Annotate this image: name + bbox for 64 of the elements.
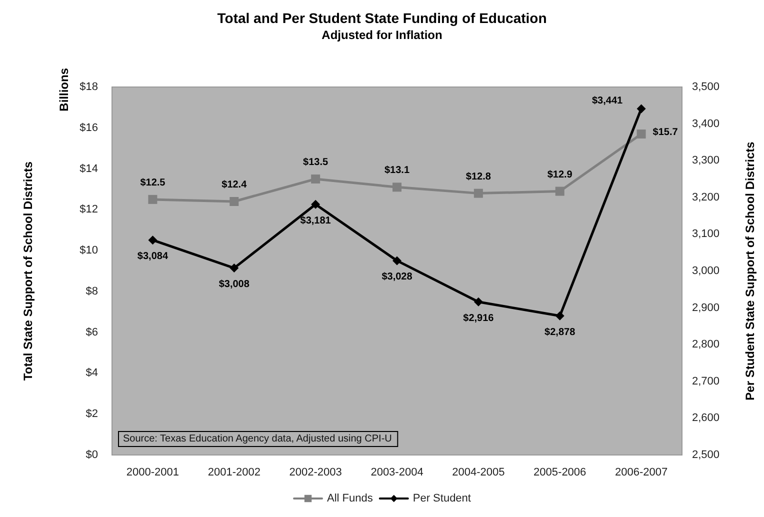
x-tick-label: 2004-2005 (452, 466, 505, 478)
point (230, 196, 239, 206)
y-tick-label: $0 (86, 449, 98, 461)
point (636, 104, 646, 114)
y2-tick-label: 3,300 (692, 154, 720, 167)
x-tick-label: 2005-2006 (534, 466, 586, 478)
point (148, 236, 158, 245)
y-tick-label: $10 (80, 244, 98, 257)
data-label: $13.1 (384, 165, 410, 176)
text: Billions (57, 68, 71, 112)
annotation: Source: Texas Education Agency data, Adjusted using CPI-U (123, 434, 392, 444)
point (311, 200, 320, 209)
data-label: $2,916 (463, 312, 494, 324)
data-label: $3,028 (382, 272, 413, 283)
legend-label: Per Student (412, 492, 471, 504)
data-label: $3,441 (592, 96, 624, 107)
x-tick-label: 2001-2002 (208, 466, 260, 478)
y2-tick-label: 3,500 (692, 81, 720, 93)
data-label: $13.5 (303, 157, 329, 168)
point (392, 256, 402, 266)
data-label: $12.4 (222, 179, 248, 190)
y2-tick-label: 3,400 (692, 118, 720, 130)
y-tick-label: $2 (86, 408, 98, 420)
y-tick-label: $14 (80, 162, 98, 175)
point (474, 188, 483, 198)
chart-subtitle: Adjusted for Inflation (322, 28, 442, 42)
y-axis-title: Total State Support of School Districts (21, 161, 35, 381)
data-label: $2,878 (544, 326, 576, 338)
point (636, 130, 646, 139)
data-label: $3,008 (218, 279, 250, 290)
data-label: $3,181 (300, 215, 332, 226)
x-tick-label: 2003-2004 (370, 466, 424, 478)
y2-tick-label: 2,500 (692, 449, 720, 461)
y2-tick-label: 3,200 (692, 191, 720, 204)
y2-tick-label: 2,700 (692, 375, 720, 388)
data-label: $12.8 (466, 171, 492, 182)
point (555, 311, 564, 320)
data-label: $12.9 (547, 169, 573, 180)
point (392, 182, 402, 192)
point (148, 194, 158, 204)
y2-axis-title: Per Student State Support of School Districts (743, 141, 757, 400)
y2-tick-label: 2,600 (692, 412, 720, 424)
y-tick-label: $6 (86, 326, 98, 338)
point (311, 174, 320, 184)
y-tick-label: $18 (80, 81, 98, 93)
x-tick-label: 2006-2007 (614, 466, 668, 478)
data-label: $3,084 (137, 251, 168, 262)
y-tick-label: $12 (80, 204, 98, 216)
data-label: $15.7 (652, 127, 678, 138)
y-tick-label: $16 (80, 122, 98, 134)
y2-tick-label: 2,800 (692, 338, 720, 351)
y-tick-label: $4 (86, 367, 98, 380)
y-tick-label: $8 (86, 285, 98, 298)
data-label: $12.5 (140, 177, 166, 188)
y2-tick-label: 3,100 (692, 228, 720, 240)
y2-tick-label: 3,000 (692, 265, 720, 277)
chart-title: Total and Per Student State Funding of Education (217, 10, 547, 26)
legend-label: All Funds (327, 492, 374, 504)
y2-tick-label: 2,900 (692, 302, 720, 314)
point (474, 297, 483, 306)
x-tick-label: 2002-2003 (289, 466, 342, 478)
x-tick-label: 2000-2001 (126, 466, 180, 478)
point (555, 186, 564, 196)
point (230, 264, 239, 273)
